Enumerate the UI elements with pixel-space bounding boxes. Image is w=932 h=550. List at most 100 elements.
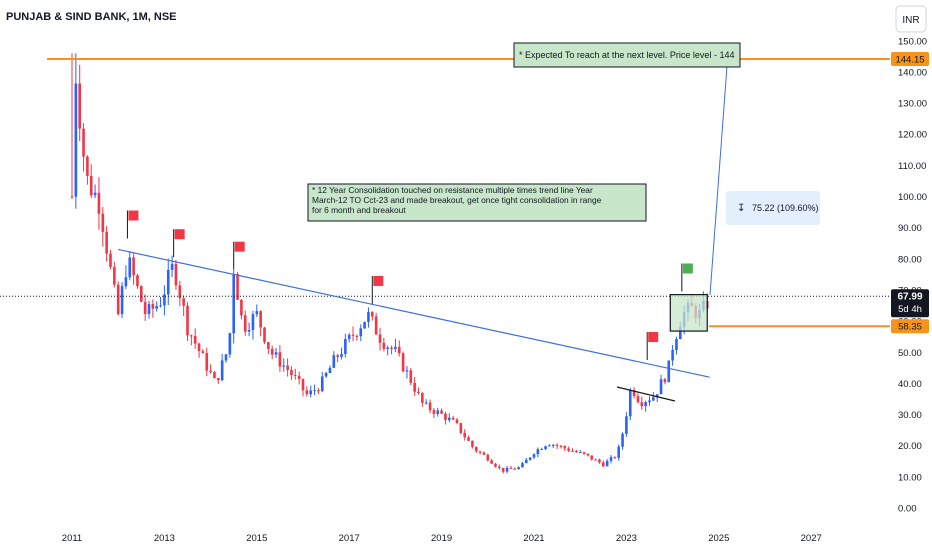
candle-body (667, 360, 671, 383)
candle-body (190, 335, 193, 337)
candle-body (89, 175, 93, 196)
plot-area[interactable] (0, 0, 890, 550)
candle-body (332, 355, 336, 368)
candle-body (116, 284, 120, 315)
candle-body (274, 352, 278, 355)
candle-body (428, 402, 432, 411)
price-tick-label: 20.00 (898, 441, 922, 452)
candle-body (397, 346, 401, 354)
candle-body (371, 312, 374, 317)
candle-body (521, 463, 524, 468)
time-tick-group: 2011 2013 2015 2017 2019 2021 2023 2025 2027 (62, 533, 822, 544)
candle-body (544, 446, 547, 450)
currency-button[interactable]: INR (895, 5, 927, 33)
candle-body (209, 370, 212, 373)
time-tick-label: 2019 (431, 533, 452, 544)
candle-body (609, 457, 613, 461)
candle-body (448, 417, 451, 421)
price-tick-label: 110.00 (898, 161, 926, 172)
candle-body (328, 367, 332, 373)
candle-body (652, 397, 655, 401)
candle-body (517, 467, 520, 470)
candle-body (290, 369, 293, 376)
candle-body (498, 466, 501, 468)
price-tick-label: 0.00 (898, 504, 917, 515)
price-tick-label: 10.00 (898, 472, 922, 483)
candle-body (128, 257, 132, 278)
candle-body (390, 347, 393, 349)
trendline[interactable] (118, 248, 710, 378)
candle-body (679, 326, 682, 340)
candle-body (486, 454, 490, 461)
candle-body (382, 342, 386, 349)
candle-body (405, 370, 409, 372)
candle-body (324, 372, 328, 377)
svg-text:67.99: 67.99 (897, 292, 922, 303)
candle-body (163, 294, 166, 306)
candle-body (386, 347, 389, 349)
price-tick-label: 120.00 (898, 130, 927, 141)
candle-body (340, 353, 343, 357)
candle-body (505, 467, 509, 472)
candle-body (174, 263, 178, 286)
candle-body (363, 321, 366, 329)
breakout-trendline[interactable] (616, 386, 676, 402)
candle-body (136, 275, 139, 287)
candle-body (251, 314, 255, 331)
price-tick-label: 140.00 (898, 67, 927, 78)
candle-body (409, 370, 413, 383)
candle-body (598, 459, 601, 463)
candle-body (559, 445, 563, 447)
candle-body (309, 390, 312, 395)
candle-body (224, 354, 228, 361)
time-tick-label: 2015 (246, 533, 267, 544)
consolidation-note[interactable]: * 12 Year Consolidation touched on resis… (307, 183, 647, 222)
candle-body (655, 394, 659, 398)
candle-body (444, 413, 447, 421)
candle-body (671, 350, 674, 361)
measure-label[interactable]: ↧ 75.22 (109.60%) (726, 191, 820, 225)
candle-body (182, 298, 185, 306)
candle-body (140, 286, 143, 302)
candle-body (636, 395, 640, 403)
candle-body (78, 83, 81, 129)
target-note[interactable]: * Expected To reach at the next level. P… (513, 42, 741, 68)
candle-body (644, 402, 647, 407)
red-flag-icon[interactable] (648, 332, 659, 343)
candle-body (482, 452, 486, 455)
price-tick-label: 50.00 (898, 348, 922, 359)
price-tick-label: 100.00 (898, 192, 927, 203)
candle-body (463, 432, 466, 438)
price-scale[interactable] (890, 0, 932, 550)
candle-body (159, 305, 162, 307)
projection-line[interactable] (709, 65, 728, 296)
price-tick-label: 40.00 (898, 379, 922, 390)
red-flag-icon[interactable] (128, 210, 139, 221)
candle-body (151, 304, 155, 309)
candle-body (525, 459, 528, 464)
candle-body (86, 156, 89, 176)
consolidation-box[interactable] (669, 294, 708, 332)
red-flag-icon[interactable] (174, 229, 185, 240)
candle-body (240, 299, 243, 316)
candle-body (170, 263, 174, 270)
candle-body (278, 352, 282, 367)
candle-body (313, 390, 316, 392)
candle-body (625, 416, 628, 434)
candle-body (548, 445, 551, 447)
candle-body (594, 459, 597, 461)
candle-body (613, 457, 617, 459)
candle-body (578, 452, 582, 454)
candle-body (474, 446, 478, 452)
svg-text:144.15: 144.15 (895, 54, 924, 65)
svg-text:58.35: 58.35 (898, 322, 922, 333)
red-flag-icon[interactable] (234, 241, 245, 252)
candle-body (605, 460, 609, 467)
red-flag-icon[interactable] (373, 275, 384, 286)
green-flag-icon[interactable] (682, 263, 693, 274)
candle-body (294, 375, 297, 377)
candle-body (113, 266, 116, 285)
candle-body (166, 269, 170, 295)
candle-body (232, 273, 235, 334)
